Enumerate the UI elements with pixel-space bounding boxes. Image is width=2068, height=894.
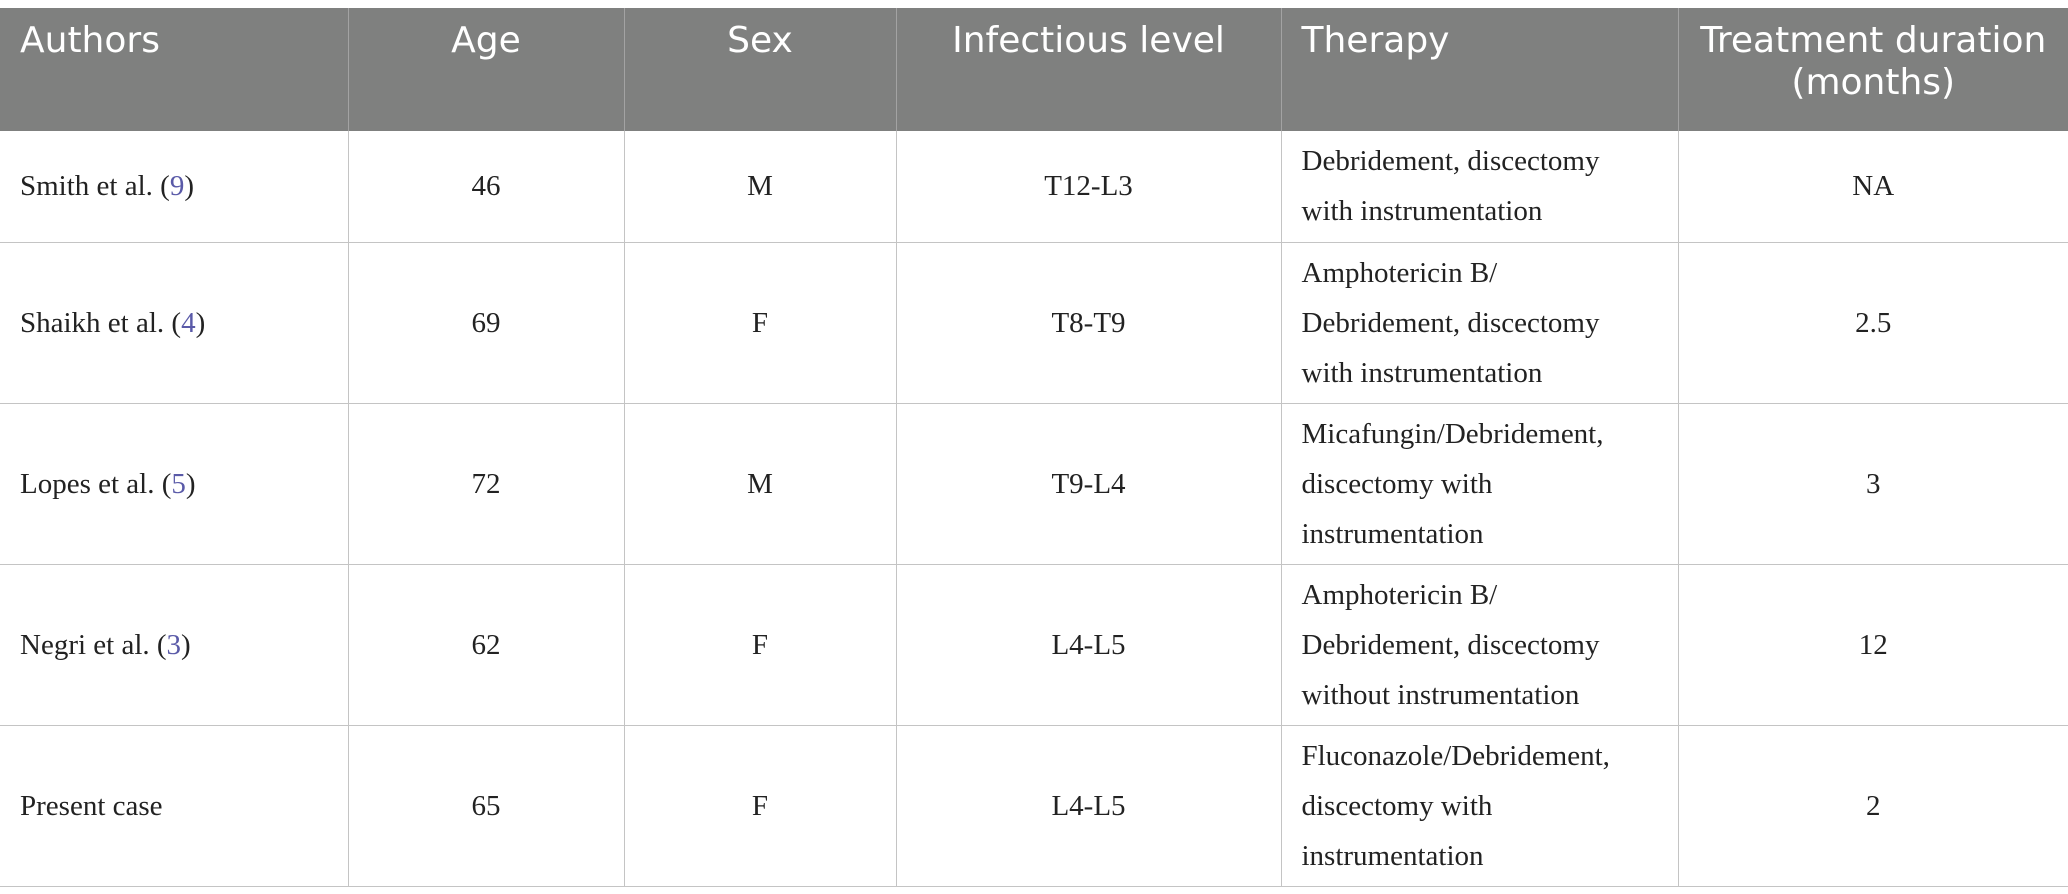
- therapy-line: discectomy with: [1301, 789, 1493, 822]
- author-name: Shaikh et al. (: [20, 306, 182, 339]
- cell-sex: M: [624, 403, 897, 565]
- cell-sex: F: [624, 242, 897, 404]
- cell-infectious-level: T12-L3: [896, 131, 1282, 243]
- author-paren-close: ): [184, 170, 194, 203]
- reference-link[interactable]: 5: [171, 467, 186, 500]
- header-treatment-duration: Treatment duration (months): [1678, 8, 2068, 131]
- cell-author: Negri et al. (3): [0, 564, 349, 726]
- therapy-line: Debridement, discectomy: [1301, 306, 1600, 339]
- cell-infectious-level: T8-T9: [896, 242, 1282, 404]
- cell-treatment-duration: NA: [1678, 131, 2068, 243]
- cell-author: Lopes et al. (5): [0, 403, 349, 565]
- cell-therapy: Amphotericin B/Debridement, discectomy wi…: [1281, 564, 1679, 726]
- cell-therapy: Amphotericin B/Debridement, discectomy wi…: [1281, 242, 1679, 404]
- cell-infectious-level: L4-L5: [896, 725, 1282, 887]
- cell-infectious-level: T9-L4: [896, 403, 1282, 565]
- therapy-line: Amphotericin B/: [1301, 256, 1498, 289]
- author-name: Lopes et al. (: [20, 467, 172, 500]
- header-row: Authors Age Sex Infectious level Therapy…: [0, 8, 2068, 131]
- cell-treatment-duration: 2: [1678, 725, 2068, 887]
- cell-age: 69: [348, 242, 625, 404]
- header-sex: Sex: [624, 8, 897, 131]
- table-row: Lopes et al. (5) 72 M T9-L4 Micafungin/Debri…: [0, 403, 2068, 565]
- header-therapy: Therapy: [1281, 8, 1679, 131]
- therapy-line: Debridement, discectomy: [1301, 145, 1600, 178]
- cell-treatment-duration: 12: [1678, 564, 2068, 726]
- table-row: Smith et al. (9) 46 M T12-L3 Debridement, di…: [0, 131, 2068, 243]
- cell-treatment-duration: 3: [1678, 403, 2068, 565]
- author-paren-close: ): [181, 628, 191, 661]
- cell-infectious-level: L4-L5: [896, 564, 1282, 726]
- author-paren-close: ): [185, 467, 196, 500]
- cell-age: 72: [348, 403, 625, 565]
- table-body: Smith et al. (9) 46 M T12-L3 Debridement, di…: [0, 131, 2068, 887]
- reference-link[interactable]: 3: [166, 628, 182, 661]
- reference-link[interactable]: 4: [181, 306, 196, 339]
- table-header: Authors Age Sex Infectious level Therapy…: [0, 8, 2068, 131]
- cell-author: Shaikh et al. (4): [0, 242, 349, 404]
- therapy-line: without instrumentation: [1301, 678, 1580, 711]
- cell-therapy: Micafungin/Debridement, discectomy with in…: [1281, 403, 1679, 565]
- cell-age: 46: [348, 131, 625, 243]
- cell-therapy: Fluconazole/Debridement, discectomy with i…: [1281, 725, 1679, 887]
- header-treatment-duration-line-1: Treatment duration: [1700, 20, 2047, 61]
- therapy-line: Fluconazole/Debridement,: [1301, 739, 1610, 772]
- author-name: Negri et al. (: [20, 628, 167, 661]
- table-row: Negri et al. (3) 62 F L4-L5 Amphotericin B/D…: [0, 564, 2068, 726]
- header-infectious-level: Infectious level: [896, 8, 1282, 131]
- author-paren-close: ): [195, 306, 206, 339]
- author-name: Smith et al. (: [20, 170, 170, 203]
- comparison-table: Authors Age Sex Infectious level Therapy…: [0, 8, 2068, 887]
- cell-sex: F: [624, 725, 897, 887]
- cell-treatment-duration: 2.5: [1678, 242, 2068, 404]
- author-name: Present case: [20, 789, 163, 822]
- therapy-line: Debridement, discectomy: [1301, 628, 1600, 661]
- therapy-line: Amphotericin B/: [1301, 578, 1498, 611]
- cell-author: Present case: [0, 725, 349, 887]
- cell-sex: F: [624, 564, 897, 726]
- reference-link[interactable]: 9: [169, 170, 185, 203]
- therapy-line: with instrumentation: [1301, 195, 1543, 228]
- comparison-table-container: Authors Age Sex Infectious level Therapy…: [0, 8, 2068, 887]
- header-authors: Authors: [0, 8, 349, 131]
- therapy-line: Micafungin/Debridement,: [1301, 417, 1604, 450]
- therapy-line: with instrumentation: [1301, 356, 1543, 389]
- cell-age: 65: [348, 725, 625, 887]
- cell-sex: M: [624, 131, 897, 243]
- cell-author: Smith et al. (9): [0, 131, 349, 243]
- table-row: Shaikh et al. (4) 69 F T8-T9 Amphotericin B/…: [0, 242, 2068, 404]
- table-row: Present case 65 F L4-L5 Fluconazole/Debridem…: [0, 725, 2068, 887]
- cell-therapy: Debridement, discectomy with instrumentat…: [1281, 131, 1679, 243]
- header-age: Age: [348, 8, 625, 131]
- header-treatment-duration-line-2: (months): [1791, 62, 1956, 103]
- cell-age: 62: [348, 564, 625, 726]
- therapy-line: instrumentation: [1301, 517, 1484, 550]
- therapy-line: instrumentation: [1301, 839, 1484, 872]
- therapy-line: discectomy with: [1301, 467, 1493, 500]
